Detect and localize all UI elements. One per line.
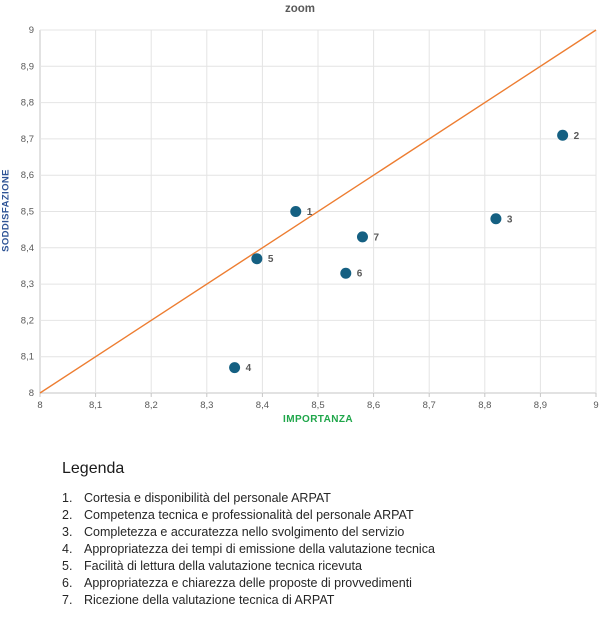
legend-item-number: 6.: [62, 576, 73, 590]
legend-item-number: 5.: [62, 559, 73, 573]
point-label-5: 5: [268, 254, 274, 265]
point-label-7: 7: [373, 232, 379, 243]
data-point-4: [229, 362, 241, 374]
point-label-3: 3: [507, 214, 513, 225]
data-point-7: [356, 231, 368, 243]
x-tick-label: 8,8: [478, 400, 491, 411]
legend-item-6: 6. Appropriatezza e chiarezza delle prop…: [62, 575, 600, 592]
x-tick-label: 8,6: [367, 400, 380, 411]
y-tick-label: 8,4: [21, 243, 34, 254]
legend-item-text: Facilità di lettura della valutazione te…: [84, 559, 362, 573]
x-tick-label: 8,2: [145, 400, 158, 411]
point-label-6: 6: [357, 269, 363, 280]
data-point-5: [251, 253, 263, 265]
data-point-6: [340, 267, 352, 279]
legend-item-2: 2. Competenza tecnica e professionalità …: [62, 507, 600, 524]
y-tick-label: 8,6: [21, 170, 34, 181]
x-tick-label: 8,3: [200, 400, 213, 411]
legend-item-text: Ricezione della valutazione tecnica di A…: [84, 593, 335, 607]
legend-item-text: Competenza tecnica e professionalità del…: [84, 508, 414, 522]
y-tick-label: 8,9: [21, 61, 34, 72]
y-tick-label: 9: [29, 25, 34, 36]
x-tick-label: 8: [37, 400, 42, 411]
legend-item-3: 3. Completezza e accuratezza nello svolg…: [62, 524, 600, 541]
data-point-1: [290, 206, 302, 217]
y-tick-label: 8,1: [21, 352, 34, 363]
x-tick-label: 9: [593, 400, 598, 411]
legend-heading: Legenda: [62, 460, 125, 477]
legend-section: Legenda 1. Cortesia e disponibilità del …: [0, 440, 600, 609]
legend-item-text: Completezza e accuratezza nello svolgime…: [84, 525, 405, 539]
legend-item-text: Appropriatezza e chiarezza delle propost…: [84, 576, 412, 590]
legend-item-number: 4.: [62, 542, 73, 556]
y-tick-label: 8,5: [21, 207, 34, 218]
data-point-3: [490, 213, 502, 225]
y-axis-title: SODDISFAZIONE: [0, 169, 12, 252]
x-tick-label: 8,7: [423, 400, 436, 411]
y-tick-label: 8,3: [21, 279, 34, 290]
legend-item-text: Cortesia e disponibilità del personale A…: [84, 491, 331, 505]
y-tick-label: 8,2: [21, 315, 34, 326]
chart-title: zoom: [284, 3, 316, 15]
y-tick-label: 8: [29, 388, 34, 399]
y-tick-label: 8,8: [21, 98, 34, 109]
data-point-2: [557, 129, 569, 141]
y-tick-label: 8,7: [21, 134, 34, 145]
legend-item-5: 5. Facilità di lettura della valutazione…: [62, 558, 600, 575]
legend-item-text: Appropriatezza dei tempi di emissione de…: [84, 542, 435, 556]
legend-item-1: 1. Cortesia e disponibilità del personal…: [62, 490, 600, 507]
legend-item-number: 1.: [62, 491, 73, 505]
legend-item-7: 7. Ricezione della valutazione tecnica d…: [62, 592, 600, 609]
x-axis-title: IMPORTANZA: [283, 414, 353, 425]
x-tick-label: 8,5: [311, 400, 324, 411]
reference-line: [39, 29, 597, 394]
chart-svg: 88 8,1 8,1 8,2 8,2 8,3 8,3 8,4 8,4 8,5 8,5 8,6 8,6 8,…: [21, 25, 599, 411]
point-label-1: 1: [307, 207, 313, 218]
legend-item-number: 7.: [62, 593, 73, 607]
legend-item-number: 3.: [62, 525, 73, 539]
point-label-2: 2: [574, 131, 580, 142]
scatter-chart: 8 8 8,1 8,1 8,2 8,2 8,3 8,3 8,4 8,4 8,5 8,5 8,6 8,6 8,…: [0, 3, 599, 425]
x-tick-label: 8,9: [534, 400, 547, 411]
x-tick-label: 8,4: [256, 400, 269, 411]
legend-item-4: 4. Appropriatezza dei tempi di emissione…: [62, 541, 600, 558]
legend-item-number: 2.: [62, 508, 73, 522]
x-tick-label: 8,1: [89, 400, 102, 411]
point-label-4: 4: [246, 363, 252, 374]
